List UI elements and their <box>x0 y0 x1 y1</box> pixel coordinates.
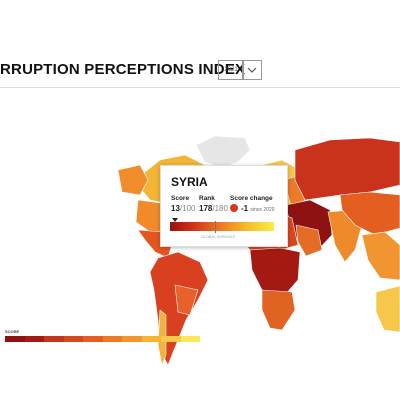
score-change-value: -1 <box>241 204 249 213</box>
central-africa[interactable] <box>249 247 301 296</box>
arabia[interactable] <box>295 224 323 257</box>
score-label: Score <box>171 195 190 202</box>
page-title: RRUPTION PERCEPTIONS INDEX <box>0 61 246 78</box>
legend-swatch <box>5 336 25 342</box>
rank: 178 <box>199 204 213 213</box>
global-average-label: GLOBAL AVERAGE <box>201 235 236 239</box>
average-line <box>215 221 216 233</box>
score-value: 13/100 <box>171 204 195 213</box>
rank-label: Rank <box>199 195 215 202</box>
china[interactable] <box>339 191 400 236</box>
southeast-asia[interactable] <box>361 231 400 281</box>
legend-title: SCORE <box>5 329 20 334</box>
score-change: -1 since 2020 <box>230 204 275 213</box>
chevron-icon <box>247 67 257 73</box>
southern-africa[interactable] <box>261 289 296 331</box>
score-marker <box>172 218 178 222</box>
country-name: SYRIA <box>171 175 208 189</box>
score-max: /100 <box>179 204 196 213</box>
legend-scale <box>5 336 200 342</box>
score-scale <box>170 222 274 231</box>
legend-swatch <box>102 336 122 342</box>
down-icon <box>230 204 238 212</box>
legend-swatch <box>141 336 161 342</box>
legend-swatch <box>63 336 83 342</box>
alaska[interactable] <box>117 164 149 196</box>
rank-max: /180 <box>212 204 228 213</box>
rank-value: 178/180 <box>199 204 228 213</box>
year-dropdown-button[interactable] <box>242 60 262 80</box>
score-change-since: since 2020 <box>250 207 275 213</box>
legend-swatch <box>180 336 200 342</box>
year-select[interactable]: 2021 <box>218 60 244 80</box>
greenland[interactable] <box>195 135 251 169</box>
world-map[interactable] <box>0 100 400 375</box>
legend-swatch <box>122 336 142 342</box>
score: 13 <box>171 204 180 213</box>
russia[interactable] <box>294 137 400 201</box>
score-change-label: Score change <box>230 195 273 202</box>
brazil-south[interactable] <box>174 284 199 316</box>
legend-swatch <box>44 336 64 342</box>
legend-swatch <box>161 336 181 342</box>
divider <box>0 87 400 88</box>
legend-swatch <box>83 336 103 342</box>
australia[interactable] <box>375 285 400 333</box>
country-tooltip: SYRIA Score Rank Score change 13/100 178… <box>160 165 288 247</box>
legend-swatch <box>24 336 44 342</box>
